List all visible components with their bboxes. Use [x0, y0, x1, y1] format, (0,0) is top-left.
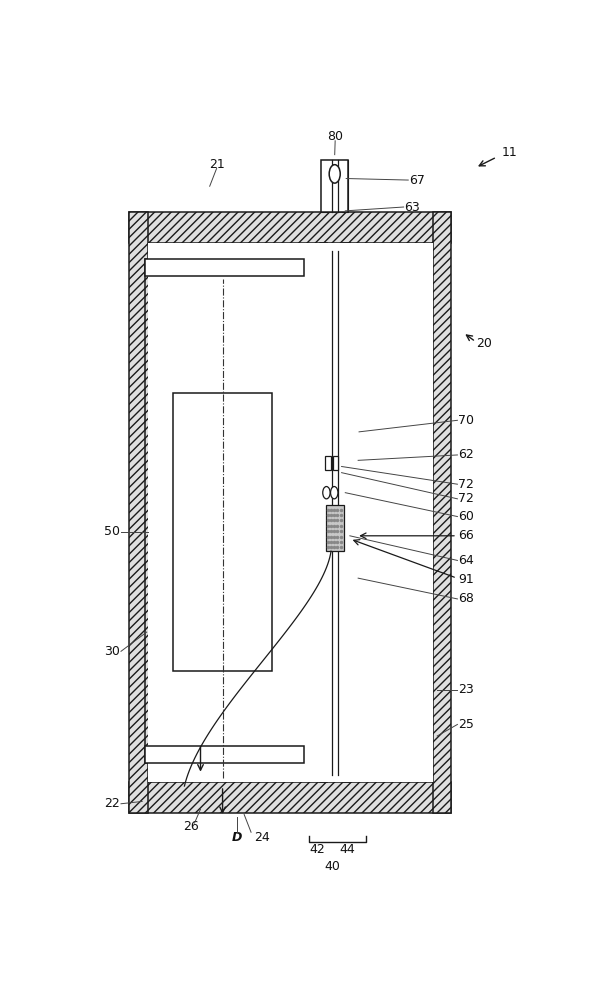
Bar [173, 393, 272, 671]
Circle shape [329, 165, 340, 183]
Text: 21: 21 [209, 158, 225, 171]
Text: 60: 60 [458, 510, 474, 523]
Text: 72: 72 [458, 492, 474, 505]
Text: 64: 64 [458, 554, 474, 567]
Text: D: D [232, 831, 243, 844]
Bar [321, 160, 348, 212]
Bar [327, 243, 343, 782]
Bar [148, 243, 433, 782]
Bar [155, 276, 294, 746]
Text: 42: 42 [310, 843, 326, 856]
Text: 91: 91 [458, 573, 474, 586]
Text: 72: 72 [458, 478, 474, 491]
Text: 80: 80 [327, 130, 343, 143]
Bar [343, 243, 350, 782]
Circle shape [330, 487, 338, 499]
Bar [129, 212, 451, 243]
Bar [325, 456, 330, 470]
Text: 22: 22 [104, 797, 120, 810]
Text: 11: 11 [502, 146, 517, 159]
Text: 68: 68 [458, 592, 474, 605]
Text: 67: 67 [409, 174, 425, 187]
Text: 70: 70 [458, 414, 474, 427]
Bar [432, 212, 451, 813]
Text: 40: 40 [324, 860, 340, 873]
Text: 25: 25 [458, 718, 474, 731]
Bar [145, 259, 304, 276]
Bar [326, 505, 344, 551]
Text: 63: 63 [404, 201, 420, 214]
Circle shape [323, 487, 330, 499]
Bar [145, 259, 155, 763]
Bar [145, 746, 304, 763]
Bar [333, 456, 339, 470]
Bar [129, 782, 451, 813]
Text: 26: 26 [183, 820, 199, 833]
Text: 24: 24 [254, 831, 269, 844]
Bar [294, 259, 304, 763]
Bar [342, 160, 348, 212]
Text: 30: 30 [104, 645, 120, 658]
Bar [129, 212, 148, 813]
Text: 20: 20 [476, 337, 492, 350]
Text: 23: 23 [458, 683, 474, 696]
Text: 66: 66 [458, 529, 474, 542]
Text: 50: 50 [104, 525, 120, 538]
Bar [320, 243, 327, 782]
Text: 44: 44 [340, 843, 355, 856]
Text: 62: 62 [458, 448, 474, 461]
Bar [321, 160, 328, 212]
